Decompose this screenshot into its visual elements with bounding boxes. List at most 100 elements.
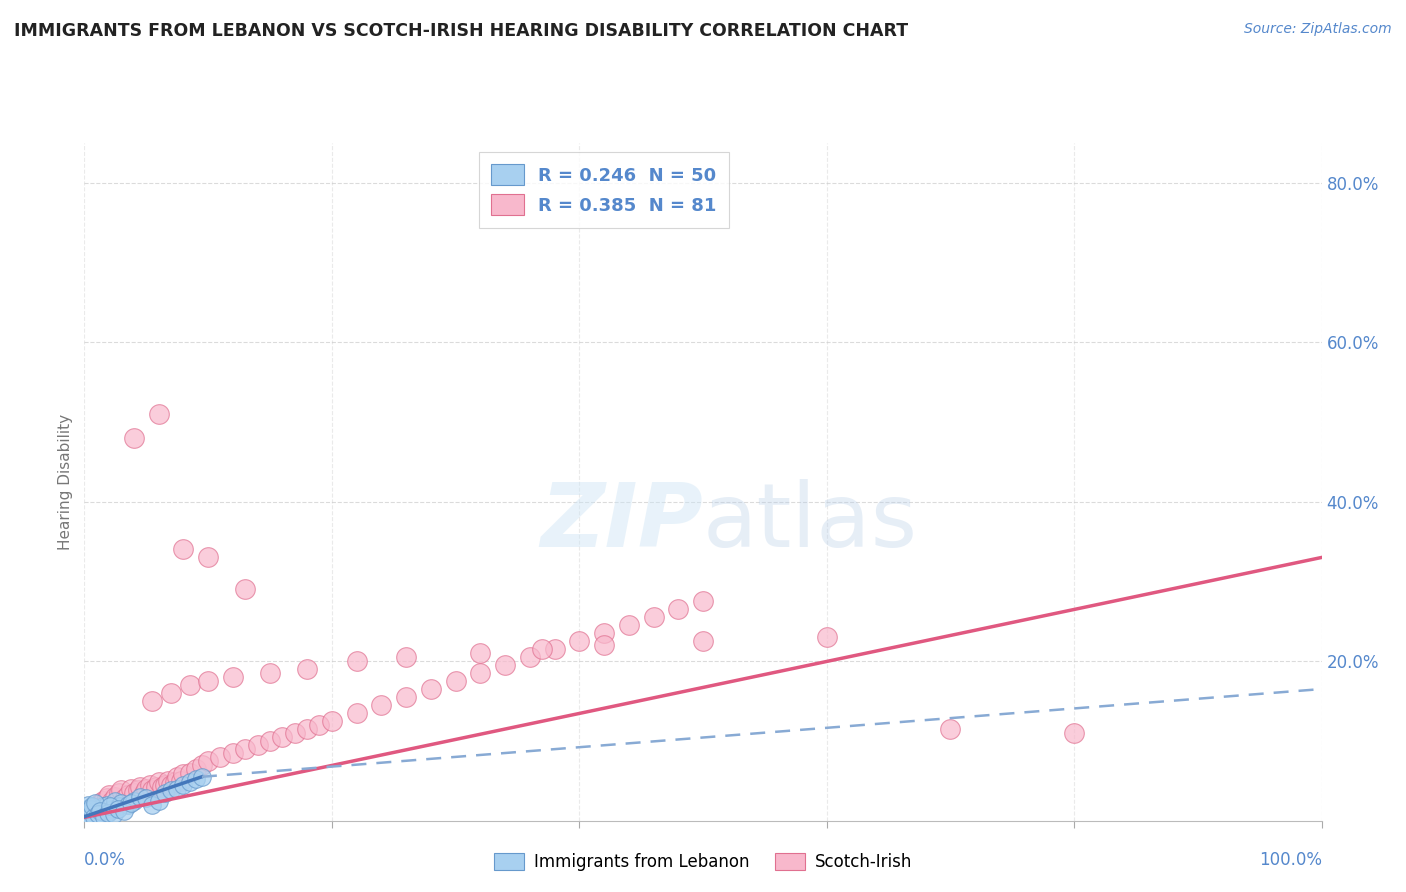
Point: [79, 802, 101, 816]
Text: 0.0%: 0.0%: [84, 851, 127, 869]
Point: [79, 809, 101, 823]
Point: [346, 706, 368, 720]
Point: [139, 778, 162, 792]
Point: [96, 791, 118, 805]
Point: [97, 805, 120, 820]
Point: [271, 730, 294, 744]
Point: [222, 746, 245, 760]
Point: [166, 781, 188, 796]
Point: [129, 780, 152, 794]
Point: [77, 797, 100, 812]
Point: [295, 722, 318, 736]
Point: [82, 810, 104, 824]
Point: [246, 738, 269, 752]
Point: [543, 642, 565, 657]
Point: [308, 718, 330, 732]
Point: [98, 799, 121, 814]
Text: Source: ZipAtlas.com: Source: ZipAtlas.com: [1244, 22, 1392, 37]
Point: [148, 794, 170, 808]
Point: [444, 674, 467, 689]
Point: [91, 799, 114, 814]
Point: [284, 726, 307, 740]
Point: [692, 594, 714, 608]
Point: [89, 796, 111, 810]
Point: [114, 791, 136, 805]
Point: [222, 670, 245, 684]
Legend: Immigrants from Lebanon, Scotch-Irish: Immigrants from Lebanon, Scotch-Irish: [485, 845, 921, 880]
Point: [191, 757, 214, 772]
Point: [197, 674, 219, 689]
Point: [96, 797, 118, 812]
Point: [166, 770, 188, 784]
Point: [148, 407, 170, 421]
Point: [470, 646, 492, 660]
Point: [419, 681, 441, 696]
Point: [86, 802, 108, 816]
Point: [259, 666, 281, 681]
Point: [163, 775, 186, 789]
Point: [141, 797, 163, 812]
Point: [86, 799, 108, 814]
Point: [122, 794, 145, 808]
Point: [83, 810, 105, 824]
Point: [83, 802, 105, 816]
Point: [79, 805, 101, 820]
Point: [179, 775, 201, 789]
Point: [108, 799, 131, 814]
Point: [107, 802, 129, 816]
Point: [79, 805, 101, 820]
Point: [519, 650, 541, 665]
Point: [815, 630, 838, 644]
Point: [100, 802, 122, 816]
Point: [135, 781, 157, 796]
Point: [160, 686, 183, 700]
Point: [98, 788, 121, 802]
Point: [122, 431, 145, 445]
Point: [939, 722, 962, 736]
Point: [103, 807, 125, 822]
Point: [100, 794, 122, 808]
Point: [153, 786, 176, 800]
Point: [75, 809, 97, 823]
Point: [117, 797, 139, 812]
Point: [135, 791, 157, 805]
Point: [98, 804, 121, 818]
Point: [122, 786, 145, 800]
Point: [160, 778, 183, 792]
Point: [209, 749, 232, 764]
Point: [233, 742, 256, 756]
Point: [76, 802, 98, 816]
Point: [295, 662, 318, 676]
Point: [110, 783, 132, 797]
Point: [395, 690, 418, 704]
Point: [593, 626, 616, 640]
Point: [110, 796, 132, 810]
Point: [346, 654, 368, 668]
Point: [172, 542, 194, 557]
Point: [470, 666, 492, 681]
Point: [643, 610, 665, 624]
Point: [77, 807, 100, 822]
Point: [132, 786, 155, 800]
Point: [129, 789, 152, 804]
Point: [157, 773, 180, 788]
Point: [108, 786, 131, 800]
Point: [197, 754, 219, 768]
Point: [233, 582, 256, 597]
Point: [87, 807, 110, 822]
Point: [141, 783, 163, 797]
Point: [84, 796, 107, 810]
Text: IMMIGRANTS FROM LEBANON VS SCOTCH-IRISH HEARING DISABILITY CORRELATION CHART: IMMIGRANTS FROM LEBANON VS SCOTCH-IRISH …: [14, 22, 908, 40]
Point: [112, 804, 135, 818]
Y-axis label: Hearing Disability: Hearing Disability: [58, 414, 73, 549]
Point: [77, 810, 100, 824]
Point: [692, 634, 714, 648]
Point: [104, 789, 127, 804]
Text: 100.0%: 100.0%: [1258, 851, 1322, 869]
Point: [80, 799, 103, 814]
Point: [617, 618, 640, 632]
Point: [568, 634, 591, 648]
Text: atlas: atlas: [703, 479, 918, 566]
Point: [104, 794, 127, 808]
Point: [184, 772, 207, 787]
